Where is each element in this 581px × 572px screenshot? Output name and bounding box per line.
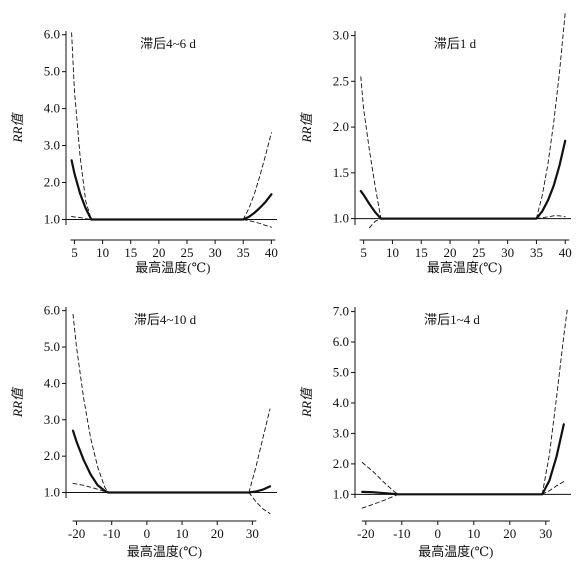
x-tick-label: -10 bbox=[103, 526, 120, 541]
y-tick-label: 3.0 bbox=[333, 425, 349, 440]
confidence-bound-line bbox=[361, 493, 399, 509]
confidence-bound-line bbox=[368, 218, 382, 229]
x-tick-label: 0 bbox=[435, 526, 442, 541]
x-tick-label: -20 bbox=[357, 526, 374, 541]
y-tick-label: 4.0 bbox=[333, 395, 349, 410]
panel-title: 滞后4~6 d bbox=[140, 36, 196, 51]
y-tick-label: 2.0 bbox=[44, 175, 60, 190]
x-axis-title: 最高温度(℃) bbox=[135, 260, 210, 275]
panel-title: 滞后4~10 d bbox=[134, 312, 197, 327]
confidence-bound-line bbox=[72, 482, 109, 493]
rr-estimate-line bbox=[361, 423, 565, 496]
y-tick-label: 2.0 bbox=[44, 448, 60, 463]
y-axis-title: RR值 bbox=[299, 112, 314, 144]
x-tick-label: 30 bbox=[539, 526, 552, 541]
panel-title: 滞后1 d bbox=[434, 36, 477, 51]
rr-estimate-line bbox=[70, 159, 273, 221]
y-tick-label: 3.0 bbox=[44, 138, 60, 153]
confidence-bound-line bbox=[360, 76, 382, 220]
confidence-bound-line bbox=[535, 12, 566, 220]
confidence-bound-line bbox=[71, 32, 92, 220]
x-tick-label: 10 bbox=[386, 245, 399, 260]
y-tick-label: 3.0 bbox=[333, 28, 349, 43]
x-tick-label: 20 bbox=[152, 245, 165, 260]
x-tick-label: -10 bbox=[393, 526, 410, 541]
x-tick-label: 30 bbox=[246, 526, 259, 541]
y-axis-title: RR值 bbox=[10, 386, 25, 418]
y-tick-label: 3.0 bbox=[44, 412, 60, 427]
y-axis-title: RR值 bbox=[299, 386, 314, 418]
panel-lag-1: 1.0 1.5 2.0 2.5 3.0 5 10 15 20 25 30 35 40 滞后1 d 最高温度(… bbox=[299, 12, 572, 275]
y-tick-label: 1.5 bbox=[333, 165, 349, 180]
confidence-bound-line bbox=[248, 408, 271, 493]
x-tick-label: 20 bbox=[211, 526, 224, 541]
confidence-bound-line bbox=[535, 215, 566, 220]
y-tick-label: 5.0 bbox=[333, 364, 349, 379]
y-tick-label: 5.0 bbox=[44, 339, 60, 354]
x-tick-label: 5 bbox=[360, 245, 367, 260]
x-tick-label: 0 bbox=[144, 526, 151, 541]
y-axis-title: RR值 bbox=[10, 112, 25, 144]
x-tick-label: 5 bbox=[71, 245, 78, 260]
x-tick-label: 40 bbox=[265, 245, 278, 260]
x-tick-label: -20 bbox=[68, 526, 85, 541]
confidence-bound-line bbox=[71, 216, 92, 220]
confidence-bound-line bbox=[541, 481, 565, 495]
x-tick-label: 15 bbox=[124, 245, 137, 260]
x-tick-label: 30 bbox=[501, 245, 514, 260]
x-axis-title: 最高温度(℃) bbox=[127, 544, 202, 559]
y-tick-label: 7.0 bbox=[333, 304, 349, 319]
confidence-bound-line bbox=[361, 461, 399, 495]
confidence-bound-line bbox=[541, 308, 568, 495]
x-axis-title: 最高温度(℃) bbox=[418, 544, 493, 559]
y-tick-label: 6.0 bbox=[333, 334, 349, 349]
x-tick-label: 40 bbox=[559, 245, 572, 260]
rr-estimate-line bbox=[71, 429, 272, 494]
panel-lag-4-6: 1.0 2.0 3.0 4.0 5.0 6.0 5 10 15 20 25 30 35 40 滞后4~6 d… bbox=[10, 27, 278, 275]
y-tick-label: 1.0 bbox=[333, 486, 349, 501]
x-tick-label: 25 bbox=[472, 245, 485, 260]
y-tick-label: 2.0 bbox=[333, 456, 349, 471]
x-axis-title: 最高温度(℃) bbox=[427, 260, 502, 275]
x-tick-label: 35 bbox=[530, 245, 543, 260]
x-tick-label: 10 bbox=[176, 526, 189, 541]
confidence-bound-line bbox=[242, 219, 272, 228]
y-tick-label: 2.0 bbox=[333, 119, 349, 134]
panel-lag-4-10: 1.0 2.0 3.0 4.0 5.0 6.0 -20 -10 0 10 20 30 滞后4~10 d 最… bbox=[10, 303, 277, 559]
x-tick-label: 20 bbox=[503, 526, 516, 541]
y-tick-label: 1.0 bbox=[333, 211, 349, 226]
y-tick-label: 4.0 bbox=[44, 101, 60, 116]
x-tick-label: 15 bbox=[415, 245, 428, 260]
confidence-bound-line bbox=[72, 313, 109, 493]
rr-estimate-line bbox=[359, 139, 567, 220]
x-tick-label: 10 bbox=[96, 245, 109, 260]
x-tick-label: 10 bbox=[467, 526, 480, 541]
y-tick-label: 5.0 bbox=[44, 64, 60, 79]
y-tick-label: 6.0 bbox=[44, 303, 60, 318]
y-tick-label: 4.0 bbox=[44, 375, 60, 390]
x-tick-label: 20 bbox=[444, 245, 457, 260]
x-tick-label: 25 bbox=[180, 245, 193, 260]
confidence-bound-line bbox=[242, 132, 272, 220]
panel-lag-1-4: 1.0 2.0 3.0 4.0 5.0 6.0 7.0 -20 -10 0 10 20 30 滞后1~4 … bbox=[299, 304, 571, 559]
panel-title: 滞后1~4 d bbox=[424, 312, 480, 327]
x-tick-label: 35 bbox=[237, 245, 250, 260]
y-tick-label: 2.5 bbox=[333, 73, 349, 88]
x-tick-label: 30 bbox=[209, 245, 222, 260]
y-tick-label: 6.0 bbox=[44, 27, 60, 42]
confidence-bound-line bbox=[248, 492, 271, 515]
y-tick-label: 1.0 bbox=[44, 211, 60, 226]
y-tick-label: 1.0 bbox=[44, 485, 60, 500]
